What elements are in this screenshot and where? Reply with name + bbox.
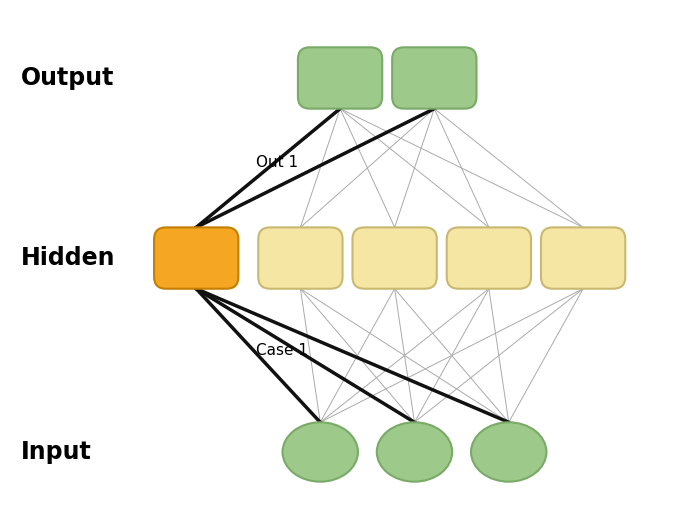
- FancyBboxPatch shape: [447, 227, 531, 289]
- FancyBboxPatch shape: [392, 47, 477, 109]
- Ellipse shape: [377, 422, 452, 482]
- FancyBboxPatch shape: [154, 227, 239, 289]
- Text: Input: Input: [20, 440, 92, 464]
- Text: Hidden: Hidden: [20, 246, 115, 270]
- FancyBboxPatch shape: [298, 47, 382, 109]
- FancyBboxPatch shape: [353, 227, 437, 289]
- Text: Out 1: Out 1: [256, 155, 298, 169]
- Ellipse shape: [471, 422, 547, 482]
- Ellipse shape: [283, 422, 358, 482]
- FancyBboxPatch shape: [258, 227, 342, 289]
- Text: Output: Output: [20, 66, 114, 90]
- Text: Case 1: Case 1: [256, 342, 308, 358]
- FancyBboxPatch shape: [541, 227, 625, 289]
